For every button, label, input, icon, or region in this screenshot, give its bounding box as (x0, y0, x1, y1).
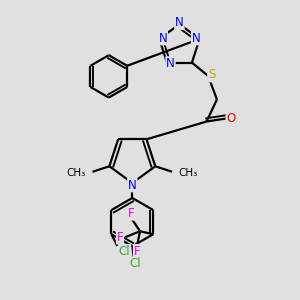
Text: N: N (128, 178, 137, 191)
Text: F: F (117, 231, 123, 244)
Text: N: N (158, 32, 167, 44)
Text: Cl: Cl (119, 245, 130, 258)
Text: Cl: Cl (129, 257, 140, 271)
Text: N: N (166, 57, 175, 70)
Text: S: S (208, 68, 215, 82)
Text: N: N (175, 16, 184, 29)
Text: F: F (134, 245, 140, 258)
Text: CH₃: CH₃ (178, 168, 198, 178)
Text: F: F (128, 207, 134, 220)
Text: CH₃: CH₃ (67, 168, 86, 178)
Text: N: N (192, 32, 200, 44)
Text: O: O (226, 112, 236, 125)
